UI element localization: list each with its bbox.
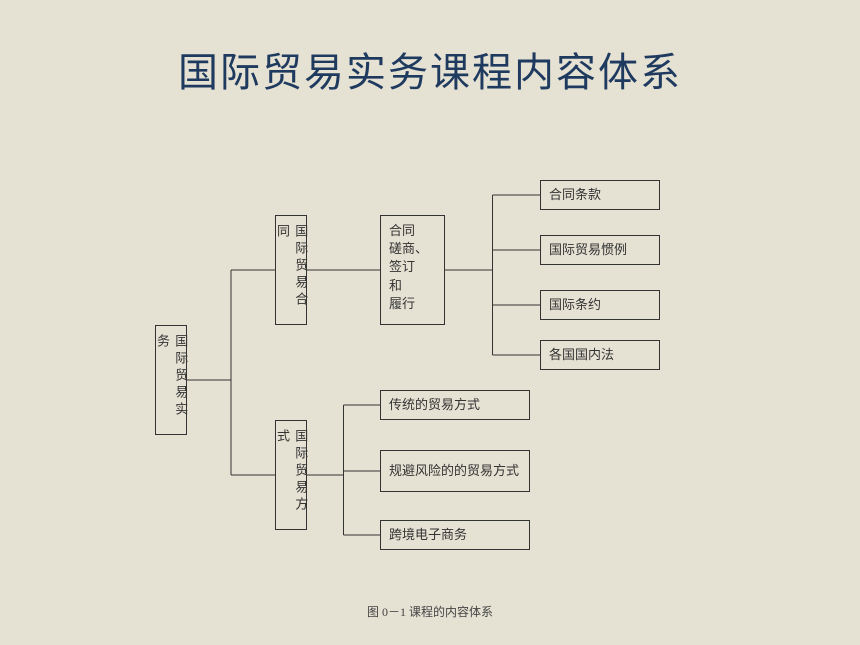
tree-node-c1: 合同 磋商、 签订 和 履行 bbox=[380, 215, 445, 325]
tree-node-e3: 跨境电子商务 bbox=[380, 520, 530, 550]
tree-node-b1: 国际贸易合同 bbox=[275, 215, 307, 325]
tree-node-root: 国际贸易实务 bbox=[155, 325, 187, 435]
page-title: 国际贸易实务课程内容体系 bbox=[0, 0, 860, 98]
tree-diagram: 国际贸易实务 国际贸易合同国际贸易方式 合同 磋商、 签订 和 履行 合同条款国际贸易… bbox=[0, 160, 860, 610]
tree-node-e1: 传统的贸易方式 bbox=[380, 390, 530, 420]
tree-node-d4: 各国国内法 bbox=[540, 340, 660, 370]
tree-node-d2: 国际贸易惯例 bbox=[540, 235, 660, 265]
tree-node-d1: 合同条款 bbox=[540, 180, 660, 210]
figure-caption: 图 0－1 课程的内容体系 bbox=[0, 603, 860, 620]
tree-node-b2: 国际贸易方式 bbox=[275, 420, 307, 530]
tree-node-d3: 国际条约 bbox=[540, 290, 660, 320]
tree-node-e2: 规避风险的的贸易方式 bbox=[380, 450, 530, 492]
